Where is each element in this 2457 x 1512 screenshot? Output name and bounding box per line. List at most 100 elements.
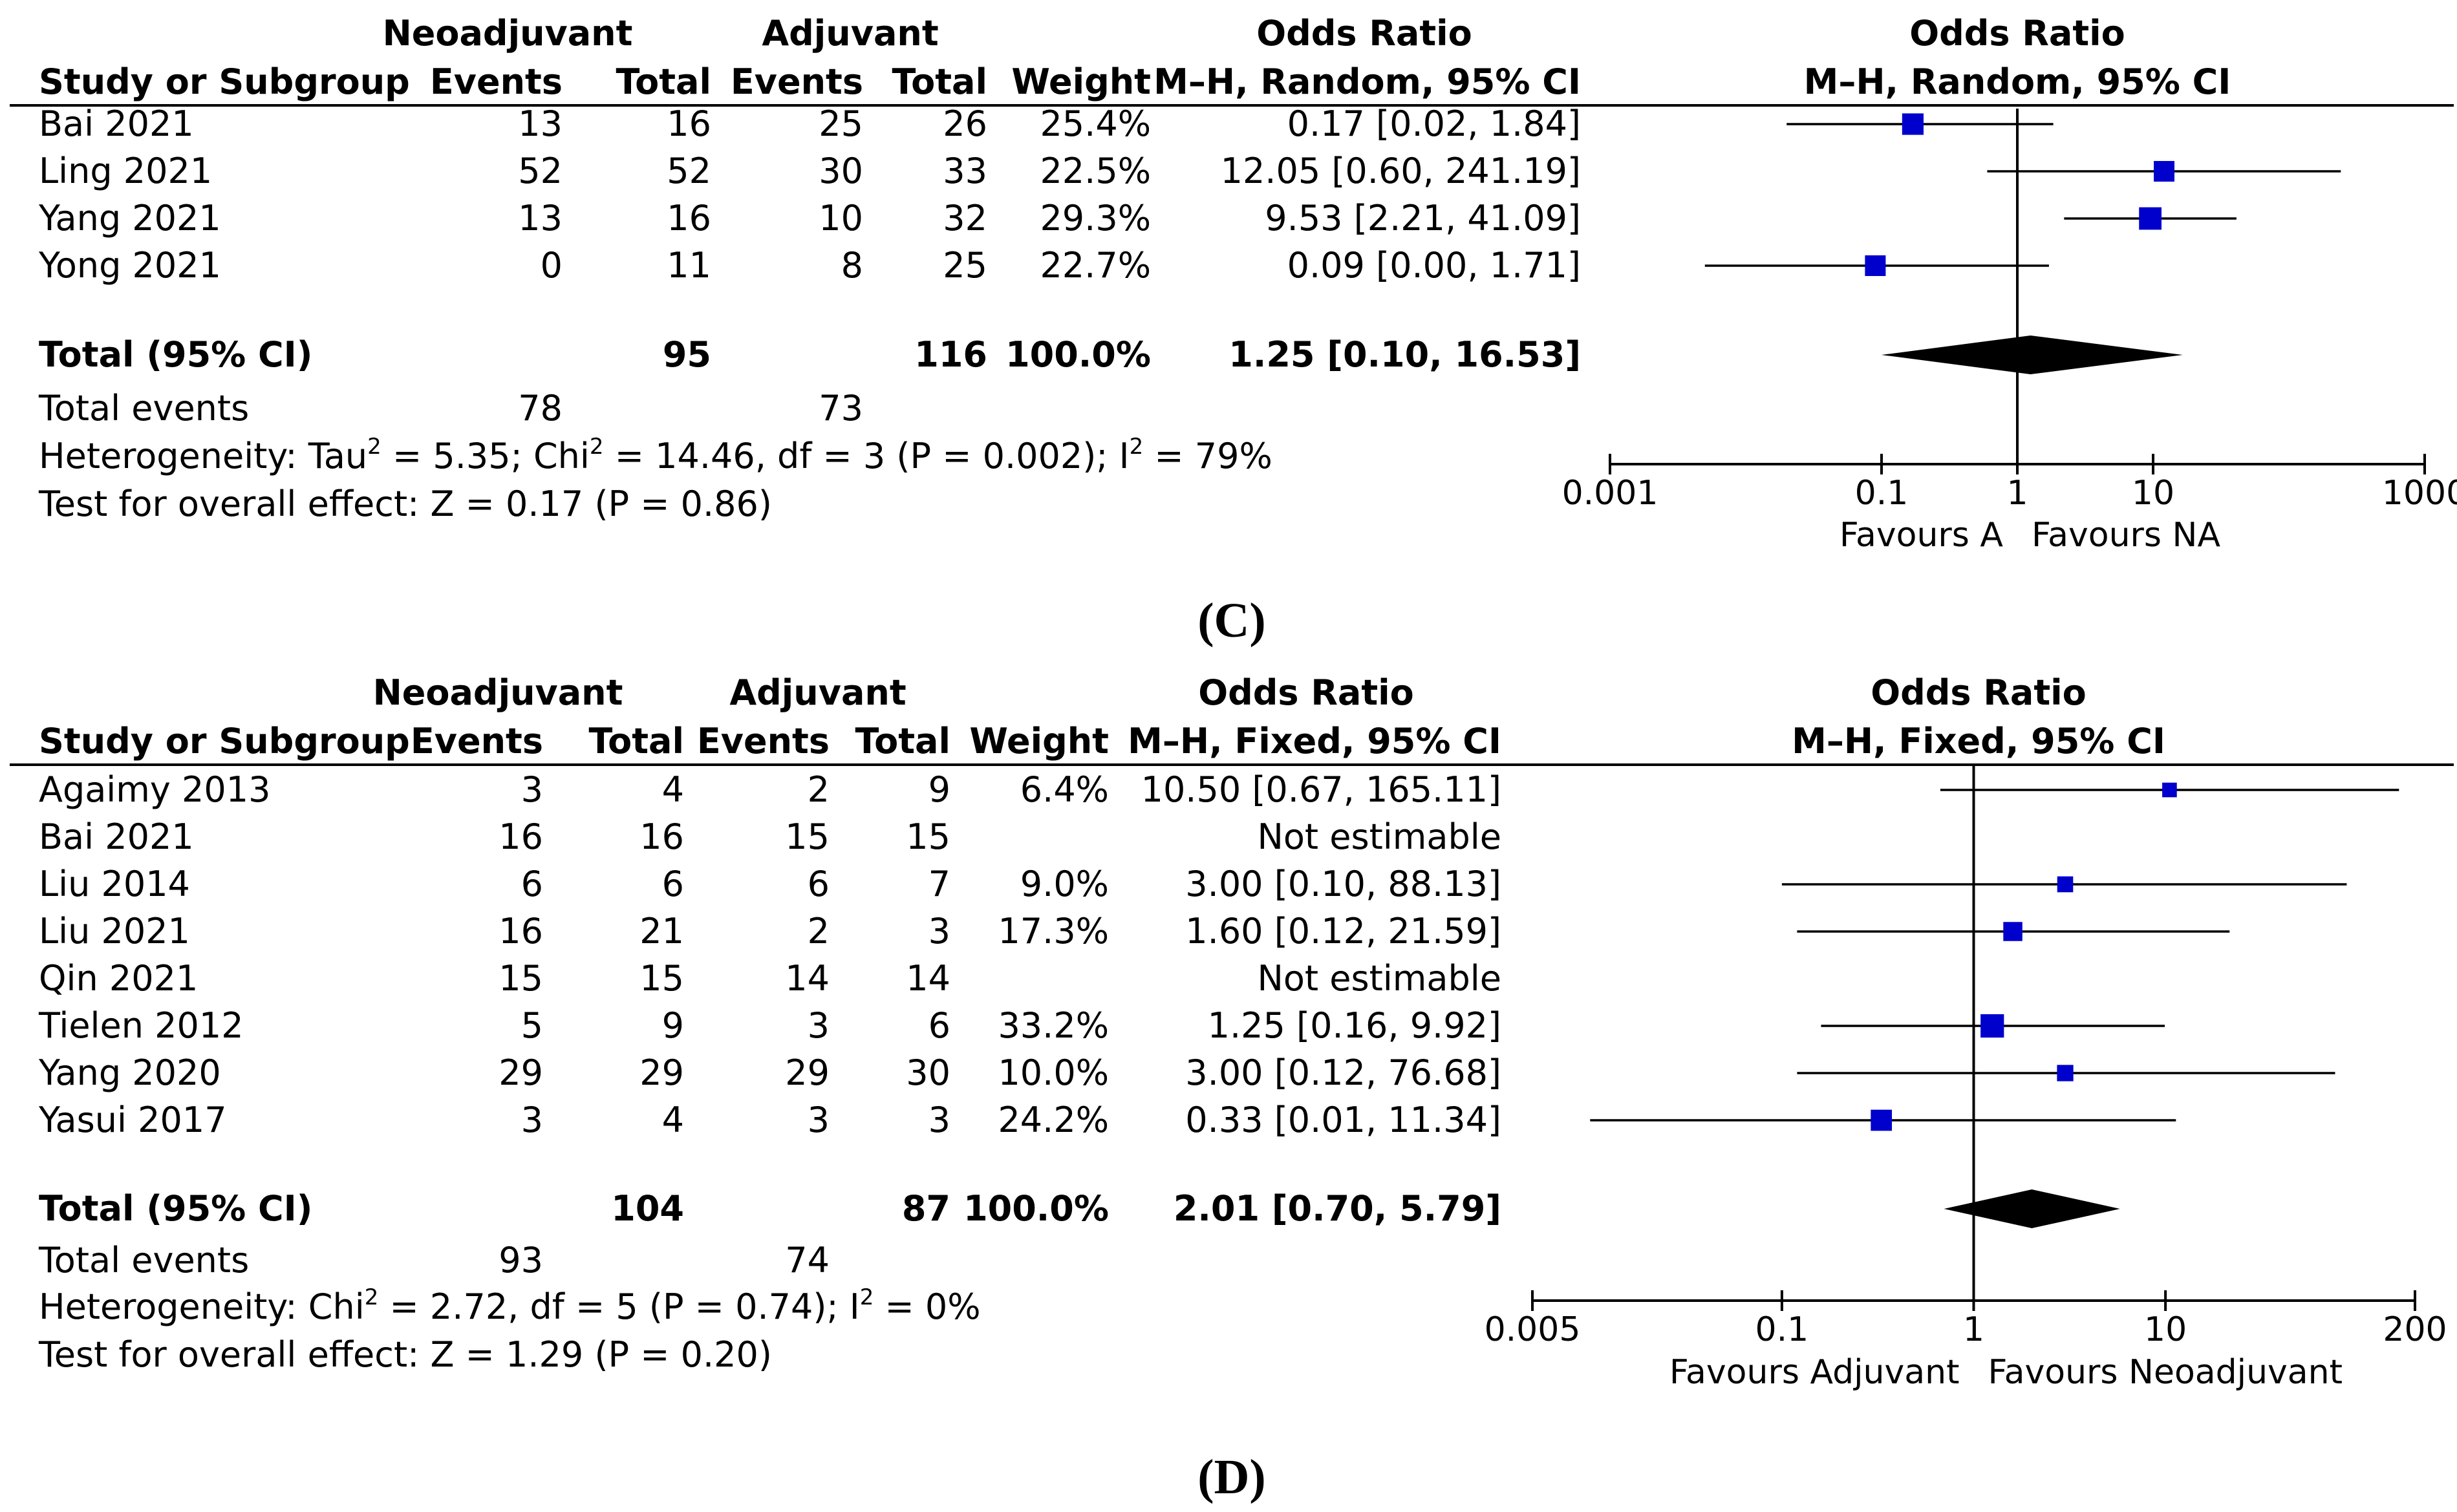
header-events-1: Events bbox=[430, 61, 563, 102]
header-or-method: M–H, Random, 95% CI bbox=[1153, 61, 1581, 102]
total-neoadjuvant: 6 bbox=[662, 864, 684, 904]
overall-effect-text: Test for overall effect: Z = 0.17 (P = 0… bbox=[38, 484, 772, 524]
header-or-title: Odds Ratio bbox=[1198, 672, 1414, 713]
events-neoadjuvant: 5 bbox=[521, 1005, 543, 1046]
header-group1: Neoadjuvant bbox=[383, 13, 633, 54]
total-label: Total (95% CI) bbox=[39, 1188, 312, 1229]
total-adjuvant: 3 bbox=[928, 1100, 950, 1140]
study-marker bbox=[1865, 255, 1886, 277]
events-neoadjuvant: 0 bbox=[541, 245, 563, 286]
tick-label: 10 bbox=[2144, 1310, 2187, 1349]
study-odds-ratio: 1.25 [0.16, 9.92] bbox=[1208, 1005, 1501, 1046]
total-events-adjuvant: 73 bbox=[819, 388, 863, 429]
study-odds-ratio: 0.33 [0.01, 11.34] bbox=[1185, 1100, 1501, 1140]
tick-label: 1 bbox=[1963, 1310, 1984, 1349]
study-name: Yong 2021 bbox=[38, 245, 221, 286]
heterogeneity-text: Heterogeneity: Tau2 = 5.35; Chi2 = 14.46… bbox=[39, 434, 1272, 476]
events-adjuvant: 8 bbox=[841, 245, 863, 286]
forest-panel-c: Neoadjuvant Adjuvant Odds Ratio Odds Ratio S… bbox=[10, 13, 2457, 648]
events-adjuvant: 3 bbox=[808, 1100, 830, 1140]
events-neoadjuvant: 3 bbox=[521, 769, 543, 810]
heterogeneity-part: = 14.46, df = 3 (P = 0.002); I bbox=[604, 436, 1130, 476]
header-events-2: Events bbox=[697, 721, 830, 761]
events-adjuvant: 15 bbox=[785, 816, 830, 857]
heterogeneity-part: = 0% bbox=[874, 1286, 980, 1327]
total-neoadjuvant: 15 bbox=[639, 958, 684, 999]
study-odds-ratio: 0.09 [0.00, 1.71] bbox=[1287, 245, 1581, 286]
study-odds-ratio: Not estimable bbox=[1258, 816, 1502, 857]
total-events-neoadjuvant: 78 bbox=[518, 388, 563, 429]
study-marker bbox=[1871, 1109, 1893, 1131]
total-adjuvant: 14 bbox=[906, 958, 950, 999]
study-name: Qin 2021 bbox=[39, 958, 198, 999]
total-events-label: Total events bbox=[38, 1240, 249, 1281]
heterogeneity-text: Heterogeneity: Chi2 = 2.72, df = 5 (P = … bbox=[39, 1284, 981, 1327]
events-neoadjuvant: 3 bbox=[521, 1100, 543, 1140]
total-neoadjuvant: 16 bbox=[667, 103, 711, 144]
total-n-adjuvant: 116 bbox=[914, 334, 987, 375]
superscript: 2 bbox=[590, 434, 604, 460]
table-row: Qin 2021 15 15 14 14 Not estimable bbox=[39, 958, 1501, 999]
total-adjuvant: 15 bbox=[906, 816, 950, 857]
superscript: 2 bbox=[1130, 434, 1144, 460]
header-plot-method: M–H, Fixed, 95% CI bbox=[1792, 721, 2165, 761]
total-adjuvant: 30 bbox=[906, 1052, 950, 1093]
study-weight: 29.3% bbox=[1040, 198, 1151, 239]
study-marker bbox=[2003, 922, 2022, 941]
study-odds-ratio: 1.60 [0.12, 21.59] bbox=[1185, 911, 1501, 952]
study-marker bbox=[1902, 113, 1924, 135]
total-adjuvant: 26 bbox=[943, 103, 987, 144]
study-marker bbox=[1980, 1014, 2004, 1038]
events-adjuvant: 2 bbox=[808, 769, 830, 810]
table-row: Liu 2014 6 6 6 7 9.0% 3.00 [0.10, 88.13] bbox=[39, 864, 2347, 904]
study-weight: 17.3% bbox=[998, 911, 1109, 952]
study-marker bbox=[2057, 876, 2074, 893]
tick-label: 0.001 bbox=[1562, 474, 1658, 513]
study-marker bbox=[2139, 207, 2162, 230]
header-events-2: Events bbox=[731, 61, 863, 102]
total-row: Total (95% CI) 104 87 100.0% 2.01 [0.70, 5.7… bbox=[39, 1188, 2120, 1229]
header-study: Study or Subgroup bbox=[39, 721, 410, 761]
total-adjuvant: 25 bbox=[943, 245, 987, 286]
study-name: Yang 2020 bbox=[38, 1052, 221, 1093]
table-row: Yang 2021 13 16 10 32 29.3% 9.53 [2.21, 41.09] bbox=[38, 198, 2237, 239]
total-events-adjuvant: 74 bbox=[785, 1240, 830, 1281]
table-row: Liu 2021 16 21 2 3 17.3% 1.60 [0.12, 21.59] bbox=[39, 911, 2230, 952]
total-label: Total (95% CI) bbox=[39, 334, 312, 375]
tick-label: 0.005 bbox=[1485, 1310, 1581, 1349]
header-total-1: Total bbox=[616, 61, 711, 102]
events-neoadjuvant: 16 bbox=[499, 911, 543, 952]
header-events-1: Events bbox=[411, 721, 543, 761]
events-adjuvant: 10 bbox=[819, 198, 863, 239]
total-odds-ratio: 2.01 [0.70, 5.79] bbox=[1174, 1188, 1501, 1229]
tick-label: 10 bbox=[2132, 474, 2174, 513]
tick-label: 1000 bbox=[2382, 474, 2457, 513]
summary-diamond bbox=[1944, 1189, 2120, 1228]
tick-label: 200 bbox=[2383, 1310, 2447, 1349]
study-name: Liu 2021 bbox=[39, 911, 190, 952]
total-neoadjuvant: 29 bbox=[639, 1052, 684, 1093]
panel-label: (D) bbox=[1197, 1450, 1266, 1504]
events-adjuvant: 2 bbox=[808, 911, 830, 952]
tick-label: 1 bbox=[2006, 474, 2028, 513]
events-neoadjuvant: 16 bbox=[499, 816, 543, 857]
header-weight: Weight bbox=[1011, 61, 1151, 102]
total-events-neoadjuvant: 93 bbox=[499, 1240, 543, 1281]
events-neoadjuvant: 6 bbox=[521, 864, 543, 904]
table-row: Yang 2020 29 29 29 30 10.0% 3.00 [0.12, 76.68] bbox=[38, 1052, 2335, 1093]
total-n-neoadjuvant: 104 bbox=[611, 1188, 684, 1229]
total-neoadjuvant: 9 bbox=[662, 1005, 684, 1046]
events-adjuvant: 6 bbox=[808, 864, 830, 904]
study-odds-ratio: Not estimable bbox=[1258, 958, 1502, 999]
study-odds-ratio: 9.53 [2.21, 41.09] bbox=[1265, 198, 1581, 239]
table-row: Yasui 2017 3 4 3 3 24.2% 0.33 [0.01, 11.34] bbox=[38, 1100, 2176, 1140]
total-neoadjuvant: 4 bbox=[662, 1100, 684, 1140]
header-or-title: Odds Ratio bbox=[1256, 13, 1472, 54]
study-odds-ratio: 0.17 [0.02, 1.84] bbox=[1287, 103, 1581, 144]
study-weight: 33.2% bbox=[998, 1005, 1109, 1046]
table-row: Bai 2021 16 16 15 15 Not estimable bbox=[39, 816, 1501, 857]
study-name: Bai 2021 bbox=[39, 103, 194, 144]
study-marker bbox=[2057, 1065, 2074, 1081]
total-weight: 100.0% bbox=[1005, 334, 1151, 375]
